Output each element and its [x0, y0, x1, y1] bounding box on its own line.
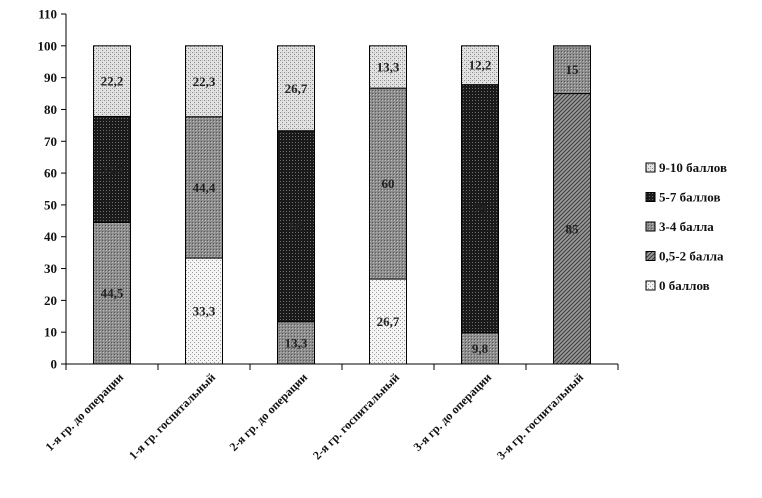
data-label: 9,8 [472, 341, 489, 356]
bar-segment [277, 45, 315, 132]
x-category-label: 1-я гр. до операции [42, 370, 126, 454]
data-label: 26,7 [377, 314, 400, 329]
data-label: 44,4 [193, 180, 216, 195]
data-label: 33,3 [193, 304, 216, 319]
bar-segment [277, 321, 315, 365]
data-label: 13,3 [377, 59, 400, 74]
y-tick-label: 30 [44, 261, 57, 276]
y-tick-label: 100 [38, 38, 58, 53]
y-tick-label: 90 [44, 70, 57, 85]
data-label: 60 [290, 219, 303, 234]
bar-segment [369, 45, 407, 89]
bar-segment [369, 278, 407, 365]
legend-swatch [645, 280, 656, 291]
x-category-label: 3-я гр. госпитальный [494, 370, 586, 462]
data-label: 78 [474, 201, 488, 216]
data-label: 44,5 [101, 286, 124, 301]
x-category-label: 2-я гр. до операции [226, 370, 310, 454]
legend-swatch [645, 162, 656, 173]
bar-segment [277, 130, 315, 323]
data-label: 13,3 [285, 335, 308, 350]
data-label: 12,2 [469, 58, 492, 73]
bar-segment [185, 257, 223, 365]
bar-segment [185, 116, 223, 259]
y-tick-label: 10 [44, 325, 57, 340]
data-labels-group: 33,3 26,7 85 44,5 44,4 13,3 60 9,8 15 33,3 60 78 22,… [101, 58, 579, 356]
bar-segment [461, 84, 499, 334]
data-label: 22,2 [101, 74, 124, 89]
data-label: 26,7 [285, 81, 308, 96]
legend-label: 5-7 баллов [659, 190, 720, 205]
y-tick-label: 0 [51, 357, 58, 372]
legend-label: 0 баллов [659, 278, 710, 293]
x-category-label: 3-я гр. до операции [410, 370, 494, 454]
y-tick-label: 80 [44, 102, 57, 117]
legend-swatch [645, 192, 656, 202]
legend-swatch [645, 221, 656, 232]
bar-segment [185, 45, 223, 118]
bar-segment [553, 45, 591, 95]
x-category-label: 1-я гр. госпитальный [126, 370, 218, 462]
y-tick-label: 70 [44, 134, 57, 149]
data-label: 33,3 [101, 162, 124, 177]
legend: 9-10 баллов 5-7 баллов 3-4 балла 0,5-2 балл… [645, 160, 727, 293]
y-tick-label: 40 [44, 229, 57, 244]
data-label: 60 [382, 176, 395, 191]
legend-swatch [645, 251, 656, 261]
bar-segment [461, 45, 499, 86]
legend-label: 9-10 баллов [659, 160, 727, 175]
legend-label: 0,5-2 балла [659, 249, 724, 264]
y-tick-label: 20 [44, 293, 57, 308]
data-label: 85 [566, 221, 580, 236]
data-label: 22,3 [193, 74, 216, 89]
y-tick-label: 50 [44, 197, 57, 212]
y-tick-label: 60 [44, 166, 57, 181]
bar-segment [93, 45, 131, 117]
x-category-label: 2-я гр. госпитальный [310, 370, 402, 462]
data-label: 15 [566, 62, 580, 77]
legend-label: 3-4 балла [659, 219, 714, 234]
y-tick-label: 110 [38, 7, 57, 22]
bars-group [93, 45, 591, 365]
